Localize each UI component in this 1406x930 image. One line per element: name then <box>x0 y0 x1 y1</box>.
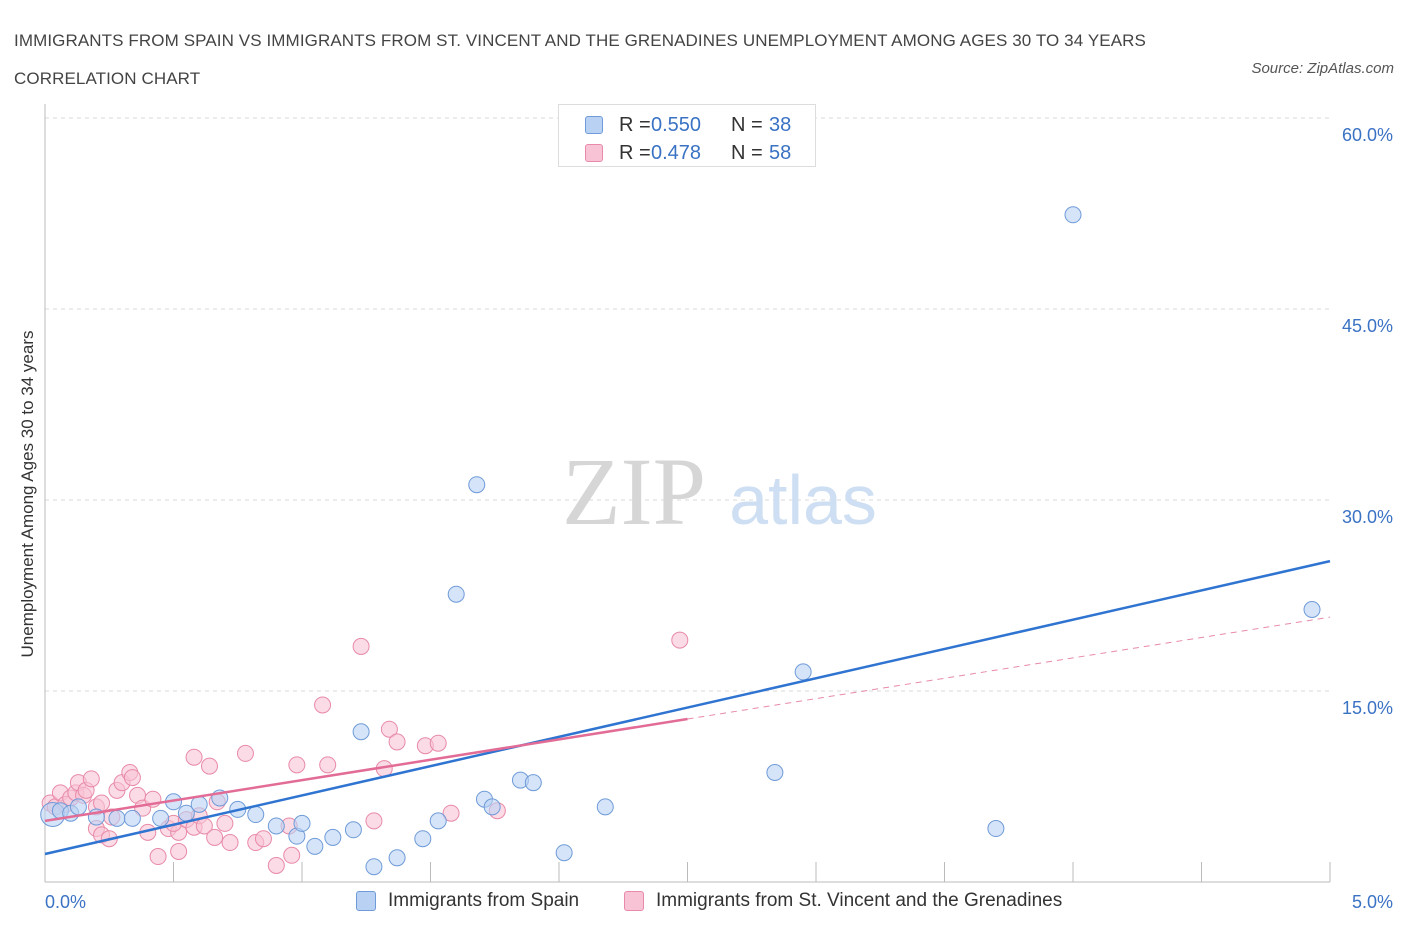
svg-trend-line <box>44 717 688 823</box>
series-svg-points <box>41 631 689 874</box>
r-label: R = <box>619 142 651 164</box>
spain-point <box>414 830 432 848</box>
axes <box>44 104 1331 883</box>
y-tick-label: 45.0% <box>1342 316 1393 336</box>
spain-point <box>247 806 265 824</box>
spain-point <box>344 821 362 839</box>
legend-label-spain: Immigrants from Spain <box>388 890 580 911</box>
spain-point <box>447 585 465 603</box>
y-axis-label: Unemployment Among Ages 30 to 34 years <box>18 330 37 658</box>
svg-point <box>185 748 203 766</box>
svg-point <box>380 720 398 738</box>
svg-point <box>254 830 272 848</box>
spain-point <box>766 763 784 781</box>
r-value: 0.478 <box>651 142 702 164</box>
svg-trend-extension <box>687 616 1331 720</box>
svg-legend-swatch <box>624 891 644 911</box>
spain-point <box>293 814 311 832</box>
svg-point <box>352 637 370 655</box>
watermark-zip: ZIP <box>562 438 706 545</box>
svg-point <box>671 631 689 649</box>
spain-point <box>267 817 285 835</box>
svg-point <box>267 856 285 874</box>
trend-lines <box>44 559 1331 856</box>
spain-point <box>794 663 812 681</box>
n-label: N = <box>731 114 763 136</box>
spain-point <box>596 798 614 816</box>
svg-point <box>314 696 332 714</box>
y-tick-label: 60.0% <box>1342 125 1393 145</box>
svg-point <box>429 734 447 752</box>
x-tick-label: 5.0% <box>1352 892 1393 912</box>
y-tick-label: 30.0% <box>1342 507 1393 527</box>
svg-point <box>216 814 234 832</box>
spain-point <box>324 828 342 846</box>
svg-point <box>221 834 239 852</box>
y-tick-label: 15.0% <box>1342 698 1393 718</box>
spain-point <box>152 809 170 827</box>
spain-point <box>365 858 383 876</box>
legend-label-svg: Immigrants from St. Vincent and the Gren… <box>656 890 1063 911</box>
svg-swatch <box>585 144 603 162</box>
n-label: N = <box>731 142 763 164</box>
svg-point <box>388 733 406 751</box>
spain-point <box>429 812 447 830</box>
spain-point <box>524 774 542 792</box>
spain-point <box>987 820 1005 838</box>
spain-point <box>388 849 406 867</box>
svg-point <box>170 842 188 860</box>
spain-point <box>69 798 87 816</box>
spain-point <box>555 844 573 862</box>
spain-point <box>468 476 486 494</box>
svg-point <box>236 744 254 762</box>
series-spain-points <box>40 206 1321 876</box>
r-label: R = <box>619 114 651 136</box>
x-tick-label: 0.0% <box>45 892 86 912</box>
svg-point <box>200 757 218 775</box>
spain-point <box>352 723 370 741</box>
r-value: 0.550 <box>651 114 702 136</box>
svg-point <box>149 848 167 866</box>
spain-point <box>123 809 141 827</box>
n-value: 38 <box>769 114 792 136</box>
spain-swatch <box>585 116 603 134</box>
spain-point <box>1303 601 1321 619</box>
spain-point <box>483 798 501 816</box>
spain-point <box>306 837 324 855</box>
svg-point <box>319 756 337 774</box>
spain-trend-line <box>44 559 1331 856</box>
svg-point <box>288 756 306 774</box>
watermark: ZIP atlas <box>562 438 877 545</box>
svg-point <box>283 846 301 864</box>
svg-point <box>206 828 224 846</box>
spain-legend-swatch <box>356 891 376 911</box>
spain-point <box>108 809 126 827</box>
svg-point <box>123 769 141 787</box>
tick-labels: 15.0% 30.0% 45.0% 60.0% 0.0% 5.0% <box>45 125 1393 912</box>
source-note: Source: ZipAtlas.com <box>1251 60 1394 77</box>
spain-point <box>190 795 208 813</box>
svg-point <box>82 770 100 788</box>
stats-legend: R = 0.550 N = 38 R = 0.478 N = 58 <box>558 104 816 167</box>
svg-point <box>442 804 460 822</box>
n-value: 58 <box>769 142 792 164</box>
watermark-atlas: atlas <box>729 461 877 539</box>
spain-point <box>1064 206 1082 224</box>
chart-title: IMMIGRANTS FROM SPAIN VS IMMIGRANTS FROM… <box>14 31 1146 88</box>
svg-point <box>365 812 383 830</box>
